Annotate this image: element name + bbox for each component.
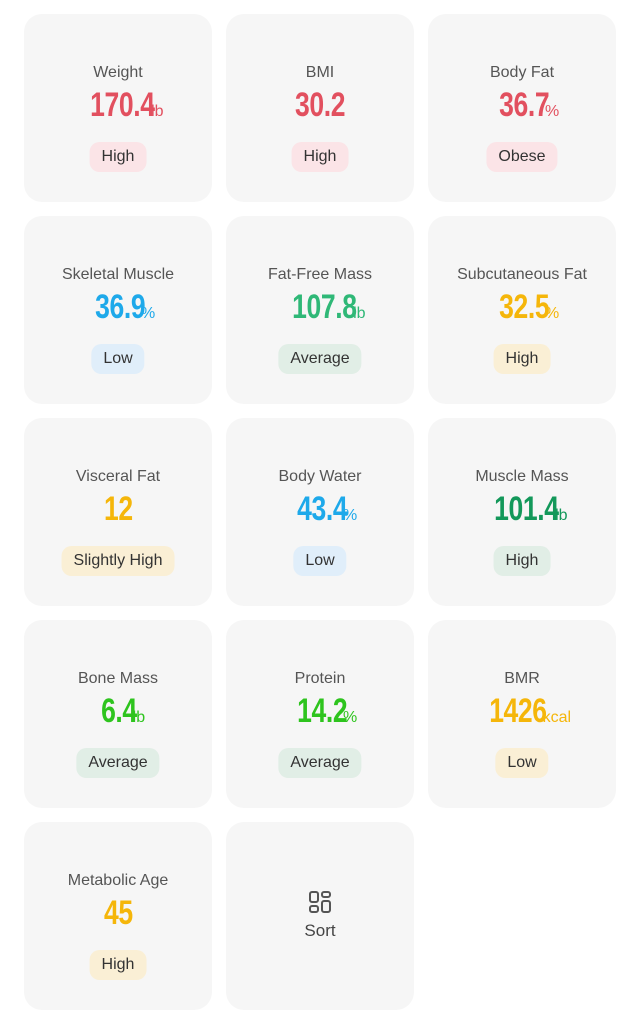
status-badge: Obese (486, 142, 558, 172)
metric-label: BMI (305, 64, 335, 81)
value-number: 101.4 (494, 490, 560, 528)
sort-label: Sort (304, 921, 336, 940)
value-unit: % (342, 709, 358, 726)
metric-value: 32.5% (428, 288, 616, 328)
value-unit: lb (132, 709, 146, 726)
metric-label: Body Water (278, 468, 362, 485)
metric-card[interactable]: Weight 170.4lb High (24, 14, 212, 202)
value-unit: % (544, 305, 560, 322)
metric-label: Muscle Mass (475, 468, 569, 485)
value-unit: lb (555, 507, 568, 524)
metric-label: Fat-Free Mass (267, 266, 372, 283)
value-unit: lb (151, 103, 164, 120)
metric-card[interactable]: BMI 30.2 High (226, 14, 414, 202)
sort-button[interactable]: Sort (226, 822, 414, 1010)
value-number: 36.7 (498, 86, 549, 124)
value-unit: lb (353, 305, 366, 322)
value-unit: % (544, 103, 560, 120)
status-badge: Slightly High (61, 546, 175, 576)
metric-value: 30.2 (226, 86, 414, 126)
metric-label: Subcutaneous Fat (457, 266, 587, 283)
value-number: 45 (103, 894, 133, 932)
value-number: 43.4 (296, 490, 347, 528)
status-badge: High (493, 344, 551, 374)
metric-label: Weight (93, 64, 143, 81)
metric-value: 170.4lb (24, 86, 212, 126)
metric-card[interactable]: Protein 14.2% Average (226, 620, 414, 808)
metric-label: Body Fat (489, 64, 555, 81)
value-number: 12 (103, 490, 133, 528)
metric-label: Bone Mass (77, 670, 159, 687)
status-badge: Average (278, 344, 362, 374)
value-number: 30.2 (294, 86, 346, 124)
metric-value: 36.7% (428, 86, 616, 126)
value-number: 14.2 (296, 692, 347, 730)
metric-card[interactable]: Subcutaneous Fat 32.5% High (428, 216, 616, 404)
status-badge: High (493, 546, 551, 576)
metric-card[interactable]: BMR 1426kcal Low (428, 620, 616, 808)
metric-value: 45 (24, 894, 212, 934)
value-unit: % (140, 305, 156, 322)
status-badge: Average (76, 748, 160, 778)
metric-label: Protein (294, 670, 346, 687)
status-badge: High (89, 950, 147, 980)
status-badge: High (291, 142, 349, 172)
value-number: 1426 (489, 692, 547, 730)
metric-card[interactable]: Bone Mass 6.4lb Average (24, 620, 212, 808)
status-badge: Low (293, 546, 347, 576)
metric-card[interactable]: Visceral Fat 12 Slightly High (24, 418, 212, 606)
metric-label: Visceral Fat (75, 468, 161, 485)
value-unit: kcal (542, 709, 572, 726)
metric-card[interactable]: Metabolic Age 45 High (24, 822, 212, 1010)
metric-card[interactable]: Body Water 43.4% Low (226, 418, 414, 606)
value-number: 107.8 (292, 288, 358, 326)
metric-card[interactable]: Body Fat 36.7% Obese (428, 14, 616, 202)
status-badge: Low (91, 344, 145, 374)
status-badge: Low (495, 748, 549, 778)
metric-label: Skeletal Muscle (61, 266, 175, 283)
metric-label: BMR (504, 670, 540, 687)
value-number: 32.5 (498, 288, 549, 326)
metric-value: 43.4% (226, 490, 414, 530)
metric-value: 12 (24, 490, 212, 530)
metric-value: 107.8lb (226, 288, 414, 328)
value-unit: % (342, 507, 358, 524)
metric-value: 36.9% (24, 288, 212, 328)
status-badge: Average (278, 748, 362, 778)
value-number: 6.4 (100, 692, 137, 730)
metric-value: 14.2% (226, 692, 414, 732)
value-number: 36.9 (94, 288, 145, 326)
metric-label: Metabolic Age (67, 872, 169, 889)
sort-icon (309, 891, 331, 913)
metric-card[interactable]: Skeletal Muscle 36.9% Low (24, 216, 212, 404)
status-badge: High (89, 142, 147, 172)
metric-value: 1426kcal (428, 692, 616, 732)
metric-card[interactable]: Fat-Free Mass 107.8lb Average (226, 216, 414, 404)
value-number: 170.4 (90, 86, 156, 124)
metric-value: 6.4lb (24, 692, 212, 732)
metric-value: 101.4lb (428, 490, 616, 530)
metric-card[interactable]: Muscle Mass 101.4lb High (428, 418, 616, 606)
